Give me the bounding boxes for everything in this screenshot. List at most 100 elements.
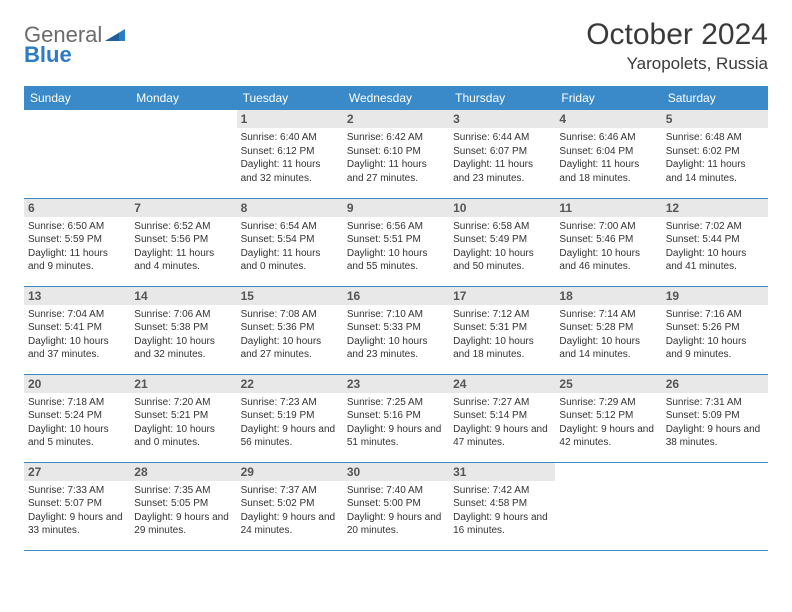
day-number: 8 (237, 199, 343, 217)
calendar-cell: 25 Sunrise: 7:29 AMSunset: 5:12 PMDayligh… (555, 374, 661, 462)
daylight-line: Daylight: 11 hours and 9 minutes. (28, 247, 126, 274)
daylight-line: Daylight: 11 hours and 4 minutes. (134, 247, 232, 274)
calendar-cell: 15Sunrise: 7:08 AMSunset: 5:36 PMDayligh… (237, 286, 343, 374)
day-info: Sunrise: 6:44 AMSunset: 6:07 PMDaylight:… (453, 131, 551, 185)
sunset-line: Sunset: 4:58 PM (453, 497, 551, 511)
calendar-cell: 1Sunrise: 6:40 AMSunset: 6:12 PMDaylight… (237, 110, 343, 198)
daylight-line: Daylight: 10 hours and 18 minutes. (453, 335, 551, 362)
sunset-line: Sunset: 5:36 PM (241, 321, 339, 335)
day-number: 25 (555, 375, 661, 393)
day-number: 26 (662, 375, 768, 393)
sunset-line: Sunset: 6:04 PM (559, 145, 657, 159)
calendar-cell: 23Sunrise: 7:25 AMSunset: 5:16 PMDayligh… (343, 374, 449, 462)
sunrise-line: Sunrise: 7:35 AM (134, 484, 232, 498)
day-info: Sunrise: 7:29 AMSunset: 5:12 PMDaylight:… (559, 396, 657, 450)
day-info: Sunrise: 6:54 AMSunset: 5:54 PMDaylight:… (241, 220, 339, 274)
calendar-cell: 3Sunrise: 6:44 AMSunset: 6:07 PMDaylight… (449, 110, 555, 198)
daylight-line: Daylight: 9 hours and 56 minutes. (241, 423, 339, 450)
sunrise-line: Sunrise: 7:12 AM (453, 308, 551, 322)
sunrise-line: Sunrise: 7:23 AM (241, 396, 339, 410)
day-number: 31 (449, 463, 555, 481)
location: Yaropolets, Russia (586, 54, 768, 74)
calendar-cell: 26Sunrise: 7:31 AMSunset: 5:09 PMDayligh… (662, 374, 768, 462)
calendar-cell (24, 110, 130, 198)
sunrise-line: Sunrise: 6:54 AM (241, 220, 339, 234)
day-number: 27 (24, 463, 130, 481)
calendar-row: 13Sunrise: 7:04 AMSunset: 5:41 PMDayligh… (24, 286, 768, 374)
day-info: Sunrise: 6:48 AMSunset: 6:02 PMDaylight:… (666, 131, 764, 185)
day-number: 24 (449, 375, 555, 393)
weekday-header: Monday (130, 86, 236, 110)
day-info: Sunrise: 7:33 AMSunset: 5:07 PMDaylight:… (28, 484, 126, 538)
calendar-cell: 29 Sunrise: 7:37 AMSunset: 5:02 PMDayligh… (237, 462, 343, 550)
calendar-cell: 14 Sunrise: 7:06 AMSunset: 5:38 PMDayligh… (130, 286, 236, 374)
sunrise-line: Sunrise: 6:50 AM (28, 220, 126, 234)
sunrise-line: Sunrise: 7:33 AM (28, 484, 126, 498)
calendar-table: Sunday Monday Tuesday Wednesday Thursday… (24, 86, 768, 551)
sunset-line: Sunset: 5:46 PM (559, 233, 657, 247)
logo-triangle-icon (105, 27, 125, 43)
sunset-line: Sunset: 5:16 PM (347, 409, 445, 423)
sunset-line: Sunset: 5:56 PM (134, 233, 232, 247)
sunrise-line: Sunrise: 7:08 AM (241, 308, 339, 322)
day-number: 13 (24, 287, 130, 305)
sunrise-line: Sunrise: 7:27 AM (453, 396, 551, 410)
sunrise-line: Sunrise: 7:04 AM (28, 308, 126, 322)
day-info: Sunrise: 7:10 AMSunset: 5:33 PMDaylight:… (347, 308, 445, 362)
day-info: Sunrise: 6:50 AMSunset: 5:59 PMDaylight:… (28, 220, 126, 274)
daylight-line: Daylight: 9 hours and 20 minutes. (347, 511, 445, 538)
daylight-line: Daylight: 10 hours and 37 minutes. (28, 335, 126, 362)
calendar-cell: 24Sunrise: 7:27 AMSunset: 5:14 PMDayligh… (449, 374, 555, 462)
day-number: 21 (130, 375, 236, 393)
day-number: 16 (343, 287, 449, 305)
calendar-cell: 21 Sunrise: 7:20 AMSunset: 5:21 PMDayligh… (130, 374, 236, 462)
calendar-cell: 20Sunrise: 7:18 AMSunset: 5:24 PMDayligh… (24, 374, 130, 462)
daylight-line: Daylight: 10 hours and 32 minutes. (134, 335, 232, 362)
sunrise-line: Sunrise: 7:14 AM (559, 308, 657, 322)
sunset-line: Sunset: 5:05 PM (134, 497, 232, 511)
day-info: Sunrise: 7:20 AMSunset: 5:21 PMDaylight:… (134, 396, 232, 450)
day-info: Sunrise: 7:37 AMSunset: 5:02 PMDaylight:… (241, 484, 339, 538)
calendar-cell: 12Sunrise: 7:02 AMSunset: 5:44 PMDayligh… (662, 198, 768, 286)
day-number: 29 (237, 463, 343, 481)
day-info: Sunrise: 7:35 AMSunset: 5:05 PMDaylight:… (134, 484, 232, 538)
day-number: 15 (237, 287, 343, 305)
weekday-header: Thursday (449, 86, 555, 110)
sunrise-line: Sunrise: 7:31 AM (666, 396, 764, 410)
calendar-cell: 13Sunrise: 7:04 AMSunset: 5:41 PMDayligh… (24, 286, 130, 374)
sunset-line: Sunset: 5:59 PM (28, 233, 126, 247)
day-info: Sunrise: 6:56 AMSunset: 5:51 PMDaylight:… (347, 220, 445, 274)
day-number: 14 (130, 287, 236, 305)
sunset-line: Sunset: 5:24 PM (28, 409, 126, 423)
sunset-line: Sunset: 5:33 PM (347, 321, 445, 335)
calendar-cell: 5 Sunrise: 6:48 AMSunset: 6:02 PMDaylight… (662, 110, 768, 198)
calendar-cell (130, 110, 236, 198)
day-info: Sunrise: 7:42 AMSunset: 4:58 PMDaylight:… (453, 484, 551, 538)
calendar-cell: 7Sunrise: 6:52 AMSunset: 5:56 PMDaylight… (130, 198, 236, 286)
sunset-line: Sunset: 6:12 PM (241, 145, 339, 159)
daylight-line: Daylight: 10 hours and 23 minutes. (347, 335, 445, 362)
calendar-cell: 11Sunrise: 7:00 AMSunset: 5:46 PMDayligh… (555, 198, 661, 286)
day-number: 5 (662, 110, 768, 128)
calendar-cell: 4Sunrise: 6:46 AMSunset: 6:04 PMDaylight… (555, 110, 661, 198)
weekday-header: Saturday (662, 86, 768, 110)
day-number: 22 (237, 375, 343, 393)
sunrise-line: Sunrise: 7:16 AM (666, 308, 764, 322)
daylight-line: Daylight: 10 hours and 41 minutes. (666, 247, 764, 274)
day-info: Sunrise: 6:52 AMSunset: 5:56 PMDaylight:… (134, 220, 232, 274)
calendar-cell: 8 Sunrise: 6:54 AMSunset: 5:54 PMDaylight… (237, 198, 343, 286)
daylight-line: Daylight: 10 hours and 46 minutes. (559, 247, 657, 274)
daylight-line: Daylight: 11 hours and 14 minutes. (666, 158, 764, 185)
calendar-cell: 10Sunrise: 6:58 AMSunset: 5:49 PMDayligh… (449, 198, 555, 286)
day-info: Sunrise: 7:06 AMSunset: 5:38 PMDaylight:… (134, 308, 232, 362)
sunrise-line: Sunrise: 6:58 AM (453, 220, 551, 234)
day-number: 6 (24, 199, 130, 217)
page-title: October 2024 (586, 18, 768, 52)
sunrise-line: Sunrise: 7:10 AM (347, 308, 445, 322)
calendar-cell: 19Sunrise: 7:16 AMSunset: 5:26 PMDayligh… (662, 286, 768, 374)
header: General October 2024 Yaropolets, Russia (24, 18, 768, 74)
daylight-line: Daylight: 9 hours and 51 minutes. (347, 423, 445, 450)
sunset-line: Sunset: 6:10 PM (347, 145, 445, 159)
day-info: Sunrise: 6:40 AMSunset: 6:12 PMDaylight:… (241, 131, 339, 185)
calendar-cell: 16 Sunrise: 7:10 AMSunset: 5:33 PMDayligh… (343, 286, 449, 374)
